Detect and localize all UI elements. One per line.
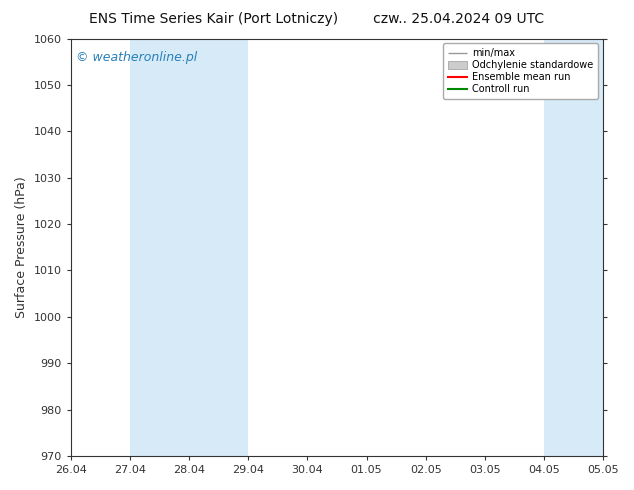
Bar	[544, 39, 634, 456]
Text: © weatheronline.pl: © weatheronline.pl	[76, 51, 197, 64]
Text: ENS Time Series Kair (Port Lotniczy)        czw.. 25.04.2024 09 UTC: ENS Time Series Kair (Port Lotniczy) czw…	[89, 12, 545, 26]
Bar	[130, 39, 248, 456]
Y-axis label: Surface Pressure (hPa): Surface Pressure (hPa)	[15, 176, 28, 318]
Legend: min/max, Odchylenie standardowe, Ensemble mean run, Controll run: min/max, Odchylenie standardowe, Ensembl…	[443, 44, 598, 99]
